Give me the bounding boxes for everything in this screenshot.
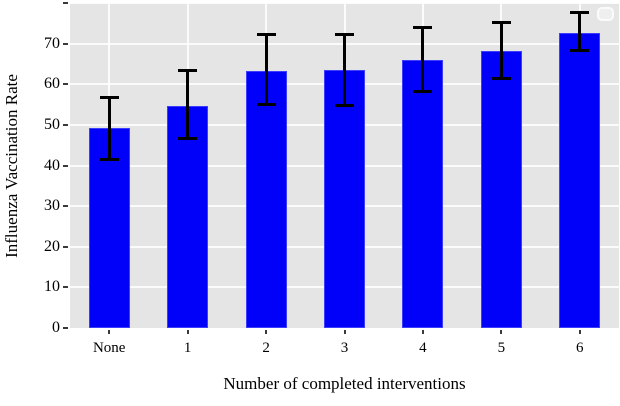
x-tick-mark — [578, 330, 581, 334]
y-tick-label: 30 — [44, 197, 60, 215]
error-bar-cap-top — [413, 25, 433, 29]
error-bars-layer — [70, 3, 619, 328]
bar — [324, 70, 365, 328]
plot-area — [70, 2, 619, 328]
error-bar-line — [578, 12, 582, 51]
error-bar-cap-bottom — [178, 137, 198, 141]
x-tick-label: 6 — [576, 340, 584, 356]
x-tick-mark — [343, 330, 346, 334]
y-tick-label: 70 — [44, 34, 60, 52]
error-bar-cap-top — [256, 33, 276, 37]
x-tick-mark — [421, 330, 424, 334]
error-bar-line — [186, 70, 190, 139]
bar — [402, 59, 444, 328]
y-tick-label: 20 — [44, 237, 60, 255]
x-tick-mark — [265, 330, 268, 334]
empty-legend-box — [597, 7, 614, 21]
x-tick-label: None — [92, 340, 126, 356]
error-bar-cap-top — [178, 69, 198, 73]
x-tick-label: 2 — [262, 340, 270, 356]
x-tick-label: 1 — [183, 340, 192, 356]
error-bar-cap-bottom — [491, 76, 511, 80]
y-tick-label: 0 — [52, 319, 60, 336]
x-axis-title: Number of completed interventions — [223, 374, 466, 393]
error-bar-cap-bottom — [570, 49, 590, 53]
y-tick-label: 10 — [44, 278, 60, 296]
y-tick-mark — [63, 123, 68, 126]
x-tick-mark — [108, 330, 111, 334]
error-bar-line — [264, 34, 268, 105]
error-bar-line — [343, 34, 346, 106]
error-bar-cap-bottom — [335, 104, 354, 108]
bar — [559, 32, 601, 328]
error-bar-cap-top — [335, 32, 354, 36]
error-bar-line — [107, 97, 111, 159]
y-tick-mark — [63, 205, 68, 208]
error-bar-cap-bottom — [413, 90, 433, 94]
x-tick-mark — [186, 330, 189, 334]
y-tick-label: 50 — [44, 115, 60, 133]
y-tick-mark — [63, 286, 68, 289]
y-tick-label: 40 — [44, 156, 60, 174]
error-bar-cap-bottom — [256, 103, 276, 107]
y-tick-mark — [63, 164, 68, 167]
x-tick-label: 5 — [497, 340, 506, 356]
error-bar-cap-top — [570, 11, 590, 15]
error-bar-line — [421, 27, 425, 92]
error-bar-line — [499, 22, 503, 79]
y-tick-mark — [63, 327, 68, 329]
x-tick-mark — [500, 330, 503, 334]
y-tick-label: 60 — [44, 75, 60, 93]
error-bar-cap-top — [99, 96, 119, 100]
x-tick-label: 4 — [419, 340, 427, 356]
error-bar-cap-top — [491, 20, 511, 24]
bar — [88, 128, 130, 328]
y-tick-mark — [63, 245, 68, 248]
y-tick-mark — [63, 42, 68, 45]
y-tick-mark — [63, 83, 68, 86]
bar — [245, 71, 287, 328]
x-tick-label: 3 — [340, 340, 349, 356]
y-tick-mark — [63, 2, 68, 4]
error-bar-cap-bottom — [99, 157, 119, 161]
bars-layer — [70, 3, 619, 328]
bar — [480, 51, 522, 328]
